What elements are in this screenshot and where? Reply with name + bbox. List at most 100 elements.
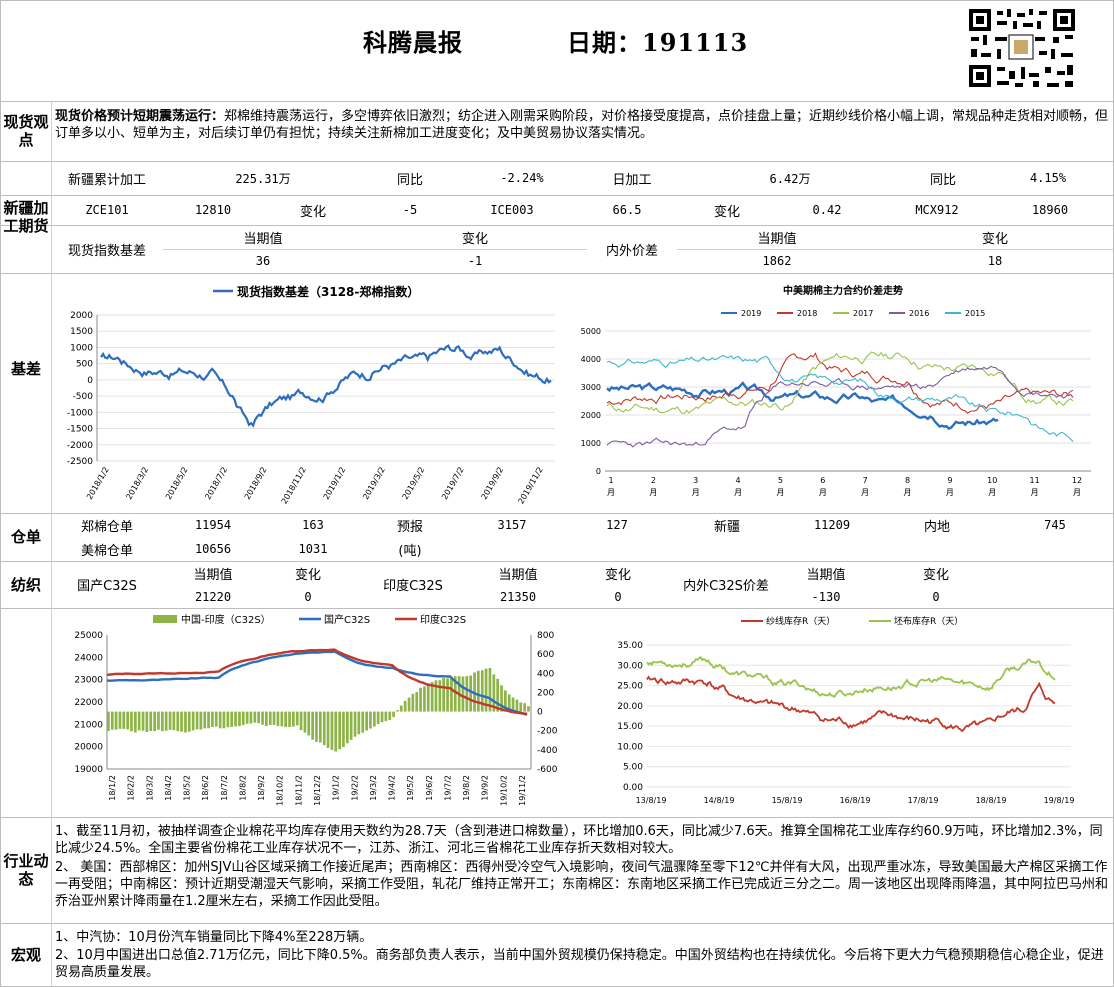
chart3-xtick: 19/5/2 bbox=[406, 775, 415, 801]
chart3-y2tick: 400 bbox=[537, 669, 554, 679]
chart3-y2tick: -200 bbox=[537, 727, 558, 737]
chart1-xtick: 2019/7/2 bbox=[440, 466, 466, 502]
chart3-bar bbox=[238, 711, 241, 727]
chart3-bar bbox=[496, 678, 499, 712]
chart3-bar bbox=[446, 678, 449, 712]
chart4-ytick: 25.00 bbox=[617, 682, 643, 692]
chart3-series-line bbox=[106, 650, 528, 716]
chart3-bar bbox=[392, 711, 395, 717]
macro-label: 宏观 bbox=[10, 945, 41, 964]
chart4-xtick: 19/8/19 bbox=[1044, 796, 1075, 805]
chart3-xtick: 18/9/2 bbox=[257, 775, 266, 801]
chart3-bar bbox=[465, 676, 469, 712]
chart2-series-line bbox=[606, 355, 1074, 442]
chart2-xtick-unit: 月 bbox=[776, 488, 784, 497]
chart2-xtick-unit: 月 bbox=[692, 488, 700, 497]
chart3-ytick: 23000 bbox=[74, 676, 103, 686]
chart3-y2tick: 0 bbox=[537, 708, 543, 718]
industry-label: 行业动态 bbox=[3, 852, 49, 888]
chart3-bar bbox=[118, 711, 122, 729]
chart3-bar bbox=[241, 711, 245, 726]
chart3-bar bbox=[330, 711, 334, 750]
chart2-xtick-unit: 月 bbox=[1073, 488, 1081, 497]
chart3-xtick: 19/8/2 bbox=[462, 775, 471, 801]
chart3-bar bbox=[195, 711, 199, 730]
spot-view-label: 现货观点 bbox=[3, 113, 49, 149]
chart2-xtick-unit: 月 bbox=[861, 488, 869, 497]
chart2-xtick: 11 bbox=[1030, 476, 1040, 485]
chart3-bar bbox=[507, 694, 511, 712]
chart1-xtick: 2019/3/2 bbox=[361, 466, 387, 502]
chart1-ytick: 0 bbox=[87, 376, 93, 386]
chart3-bar bbox=[334, 711, 338, 752]
chart3-bar bbox=[249, 711, 253, 724]
chart1-xtick: 2018/3/2 bbox=[124, 466, 150, 502]
chart3-bar bbox=[361, 711, 365, 733]
chart3-bar bbox=[126, 711, 129, 730]
chart3-xtick: 19/4/2 bbox=[388, 775, 397, 801]
chart3-bar bbox=[480, 670, 484, 712]
chart2-xtick-unit: 月 bbox=[1031, 488, 1039, 497]
chart3-xtick: 18/4/2 bbox=[164, 775, 173, 801]
chart3-bar bbox=[415, 692, 419, 712]
chart3-y2tick: 200 bbox=[537, 688, 554, 698]
chart2-series-line bbox=[606, 351, 1074, 414]
chart1-ytick: 500 bbox=[76, 360, 93, 370]
chart3-xtick: 19/1/2 bbox=[332, 775, 341, 801]
chart4-series-line bbox=[646, 675, 1055, 733]
chart3-bar bbox=[122, 711, 126, 729]
chart3-bar bbox=[442, 678, 445, 712]
chart3-bar bbox=[450, 677, 453, 712]
chart3-xtick: 18/6/2 bbox=[201, 775, 210, 801]
chart3-xtick: 18/3/2 bbox=[145, 775, 154, 801]
chart3-bar bbox=[453, 676, 457, 712]
chart3-bar bbox=[346, 711, 349, 744]
chart3-xtick: 18/7/2 bbox=[220, 775, 229, 801]
chart4-xtick: 17/8/19 bbox=[908, 796, 939, 805]
chart3-bar bbox=[272, 711, 276, 725]
chart4-xtick: 13/8/19 bbox=[636, 796, 667, 805]
chart3-bar bbox=[164, 711, 168, 731]
chart2-legend-item: 2015 bbox=[965, 309, 985, 318]
chart2-xtick: 3 bbox=[693, 476, 698, 485]
chart3-bar bbox=[295, 711, 299, 726]
chart3-bar bbox=[180, 711, 183, 732]
chart3-bar bbox=[342, 711, 345, 748]
chart1-xtick: 2018/5/2 bbox=[164, 466, 190, 502]
chart3-bar bbox=[504, 690, 507, 712]
chart4-xtick: 14/8/19 bbox=[704, 796, 735, 805]
chart3-bar bbox=[161, 711, 164, 732]
chart3-bar bbox=[319, 711, 322, 743]
chart2-xtick: 4 bbox=[736, 476, 741, 485]
chart2-ytick: 4000 bbox=[581, 355, 601, 364]
chart2-xtick: 9 bbox=[947, 476, 952, 485]
chart2-xtick: 8 bbox=[905, 476, 910, 485]
spot-basis-chart: 现货指数基差（3128-郑棉指数） 2000 1500 1000 500 0 -500 -1… bbox=[67, 284, 555, 506]
chart3-xtick: 18/10/2 bbox=[276, 775, 285, 806]
chart3-bar bbox=[326, 711, 330, 748]
chart2-xtick-unit: 月 bbox=[607, 488, 615, 497]
chart3-legend-item: 国产C32S bbox=[324, 613, 370, 626]
chart1-ytick: -2000 bbox=[67, 441, 93, 451]
chart3-bar bbox=[527, 706, 530, 712]
chart1-xtick: 2019/9/2 bbox=[480, 466, 506, 502]
chart3-bar bbox=[423, 686, 426, 712]
chart2-legend-item: 2018 bbox=[797, 309, 817, 318]
chart3-xtick: 18/12/2 bbox=[313, 775, 322, 806]
spot-view-text: 现货价格预计短期震荡运行：郑棉维持震荡运行，多空博弈依旧激烈；纺企进入刚需采购阶… bbox=[55, 109, 1109, 141]
chart2-xtick-unit: 月 bbox=[819, 488, 827, 497]
chart3-bar bbox=[218, 711, 222, 729]
chart3-bar bbox=[245, 711, 249, 724]
chart2-xtick-unit: 月 bbox=[904, 488, 912, 497]
chart1-xtick: 2018/9/2 bbox=[243, 466, 269, 502]
basis-label: 基差 bbox=[10, 360, 41, 378]
chart3-bar bbox=[492, 674, 496, 712]
chart3-bar bbox=[396, 710, 399, 712]
chart3-bar bbox=[461, 676, 465, 712]
chart3-bar bbox=[469, 675, 472, 712]
chart3-xtick: 18/11/2 bbox=[294, 775, 303, 806]
chart4-ytick: 10.00 bbox=[617, 742, 643, 752]
chart3-bar bbox=[419, 687, 422, 712]
chart3-bar bbox=[184, 711, 187, 733]
chart1-ytick: 1000 bbox=[70, 343, 93, 353]
